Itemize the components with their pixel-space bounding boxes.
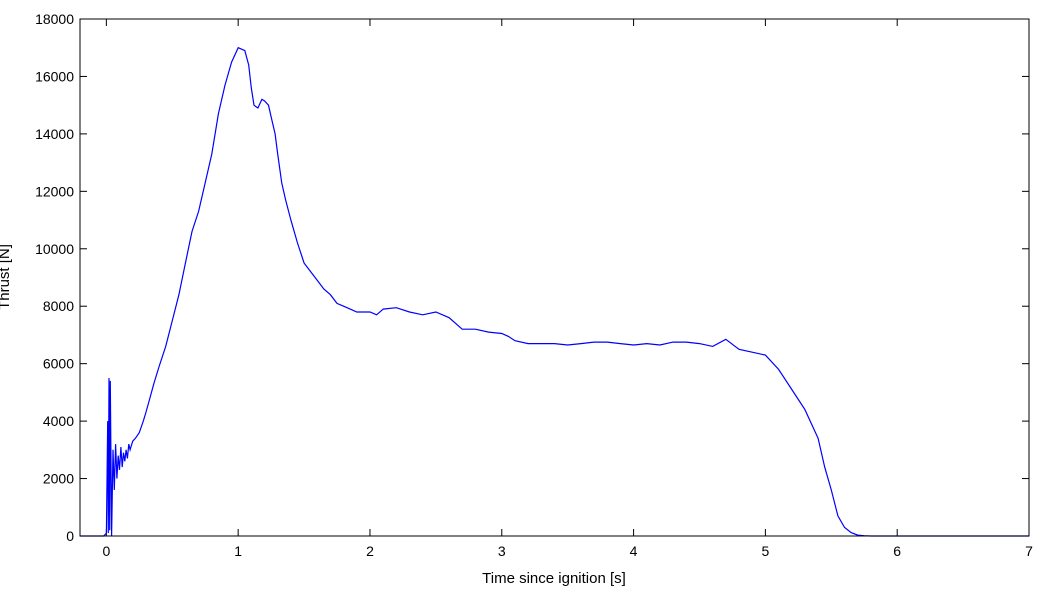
x-tick-label: 4 — [630, 543, 638, 559]
y-tick-label: 16000 — [35, 68, 74, 84]
x-tick-label: 3 — [498, 543, 506, 559]
tick-labels: 0 1 2 3 4 5 6 7 0 2000 4000 6000 8000 10000 12000 14000… — [35, 11, 1033, 559]
y-tick-label: 0 — [66, 528, 74, 544]
y-tick-label: 2000 — [43, 471, 74, 487]
x-tick-label: 7 — [1025, 543, 1033, 559]
y-tick-label: 6000 — [43, 356, 74, 372]
y-tick-label: 12000 — [35, 183, 74, 199]
y-tick-label: 10000 — [35, 241, 74, 257]
x-tick-label: 5 — [761, 543, 769, 559]
y-tick-label: 4000 — [43, 413, 74, 429]
y-tick-label: 18000 — [35, 11, 74, 27]
thrust-series-line — [80, 46, 1029, 537]
plot-area — [80, 19, 1029, 536]
plot-frame — [79, 18, 1030, 537]
x-tick-label: 0 — [102, 543, 110, 559]
x-tick-label: 6 — [893, 543, 901, 559]
y-tick-label: 14000 — [35, 126, 74, 142]
x-tick-label: 2 — [366, 543, 374, 559]
x-tick-label: 1 — [234, 543, 242, 559]
x-axis-label: Time since ignition [s] — [482, 570, 626, 587]
y-axis-label: Thrust [N] — [0, 244, 13, 310]
y-tick-label: 8000 — [43, 298, 74, 314]
